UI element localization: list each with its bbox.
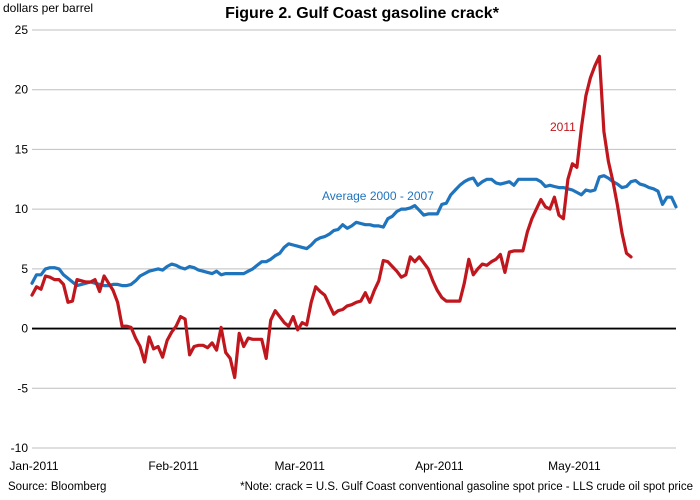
y-tick-label: 5 <box>21 262 28 276</box>
y-axis-label: dollars per barrel <box>3 1 93 15</box>
x-tick-label: Jan-2011 <box>9 459 58 473</box>
footnote: *Note: crack = U.S. Gulf Coast conventio… <box>240 481 693 493</box>
series-line-1 <box>30 54 633 380</box>
x-tick-label: Mar-2011 <box>274 459 325 473</box>
gridlines <box>32 29 676 449</box>
y-tick-label: 0 <box>21 322 28 336</box>
x-tick-labels: Jan-2011 Feb-2011 Mar-2011 Apr-2011 May-2011 <box>9 459 601 473</box>
series-lines <box>30 54 678 380</box>
series-line-0 <box>30 174 678 288</box>
y-tick-label: -10 <box>11 441 29 455</box>
y-tick-labels: 25 20 15 10 5 0 -5 -10 <box>11 23 29 455</box>
annotation-average: Average 2000 - 2007 <box>322 189 434 203</box>
source-note: Source: Bloomberg <box>8 481 106 493</box>
annotation-2011: 2011 <box>550 120 576 134</box>
y-tick-label: 25 <box>15 23 29 37</box>
y-tick-label: 15 <box>15 142 29 156</box>
x-tick-label: Feb-2011 <box>148 459 199 473</box>
y-tick-label: -5 <box>17 381 28 395</box>
y-tick-label: 20 <box>15 83 29 97</box>
x-tick-label: May-2011 <box>548 459 601 473</box>
y-tick-label: 10 <box>15 202 29 216</box>
chart-title: Figure 2. Gulf Coast gasoline crack* <box>225 5 500 22</box>
x-tick-label: Apr-2011 <box>415 459 464 473</box>
